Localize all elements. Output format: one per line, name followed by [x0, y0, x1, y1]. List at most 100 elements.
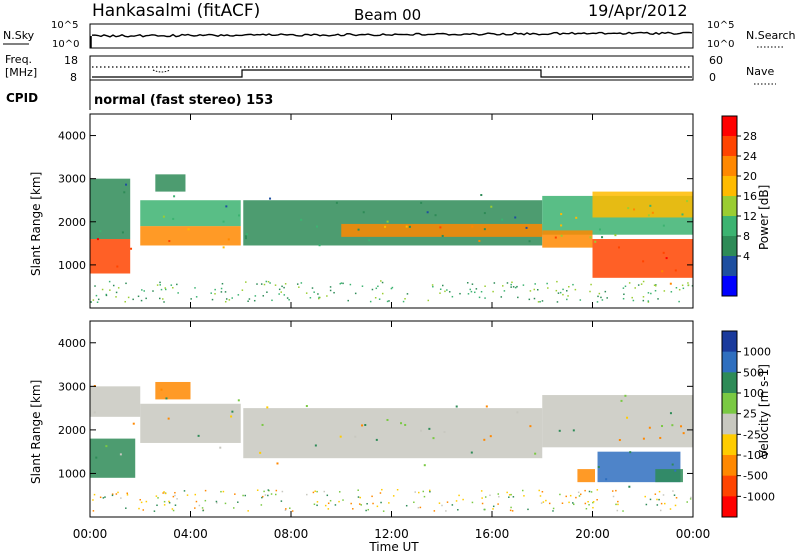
scatter-pixel	[305, 405, 308, 408]
noise-pixel	[441, 504, 443, 507]
scatter-pixel	[339, 435, 342, 438]
noise-pixel	[655, 284, 657, 286]
noise-pixel	[670, 291, 673, 293]
scatter-pixel	[318, 244, 321, 247]
scatter-pixel	[558, 429, 561, 432]
station-title: Hankasalmi (fitACF)	[92, 1, 260, 21]
power-region-6	[341, 223, 543, 237]
noise-pixel	[647, 300, 650, 302]
noise-pixel	[350, 502, 352, 505]
noise-pixel	[289, 507, 291, 509]
noise-pixel	[390, 287, 393, 290]
scatter-pixel	[259, 451, 262, 454]
noise-pixel	[327, 508, 330, 510]
noise-pixel	[96, 301, 99, 303]
noise-pixel	[367, 508, 370, 511]
noise-pixel	[481, 497, 483, 499]
noise-pixel	[371, 288, 374, 291]
noise-pixel	[574, 288, 577, 291]
noise-pixel	[439, 288, 442, 291]
noise-pixel	[451, 295, 454, 298]
x-tick-label: 08:00	[274, 527, 309, 541]
power-colorbar-swatch	[722, 136, 737, 157]
noise-pixel	[678, 288, 681, 291]
scatter-pixel	[357, 228, 360, 231]
scatter-pixel	[222, 246, 225, 249]
noise-pixel	[164, 287, 167, 289]
noise-pixel	[647, 301, 650, 303]
noise-pixel	[109, 289, 111, 291]
noise-pixel	[406, 293, 409, 295]
scatter-pixel	[489, 435, 492, 438]
scatter-pixel	[671, 463, 674, 466]
noise-pixel	[413, 501, 415, 504]
noise-pixel	[263, 490, 265, 493]
noise-pixel	[528, 298, 531, 301]
noise-pixel	[145, 500, 148, 503]
noise-pixel	[204, 489, 207, 492]
noise-pixel	[432, 285, 434, 288]
velocity-region-8	[655, 469, 683, 483]
noise-pixel	[261, 495, 264, 498]
noise-pixel	[596, 489, 599, 491]
cpid-label: CPID	[6, 91, 38, 105]
scatter-pixel	[238, 214, 241, 217]
noise-pixel	[501, 285, 504, 287]
scatter-pixel	[554, 236, 557, 239]
power-colorbar-swatch	[722, 196, 737, 217]
noise-pixel	[446, 501, 449, 503]
noise-pixel	[329, 289, 332, 292]
noise-pixel	[92, 299, 95, 301]
noise-pixel	[533, 288, 536, 291]
scatter-pixel	[227, 238, 230, 241]
scatter-pixel	[276, 462, 279, 465]
nave-top-tick: 60	[709, 54, 723, 67]
noise-pixel	[467, 293, 470, 295]
noise-pixel	[451, 504, 454, 506]
power-region-1	[90, 178, 131, 240]
power-colorbar-swatch	[722, 176, 737, 197]
freq-unit-label: [MHz]	[5, 66, 37, 79]
velocity-colorbar-tick-label: 500	[743, 366, 764, 379]
noise-pixel	[190, 298, 192, 300]
noise-pixel	[588, 490, 591, 493]
velocity-ylabel: Slant Range [km]	[29, 380, 43, 484]
velocity-ytick-label: 4000	[58, 337, 86, 350]
noise-pixel	[445, 510, 447, 512]
scatter-pixel	[471, 225, 474, 228]
noise-pixel	[480, 490, 483, 492]
noise-pixel	[579, 493, 582, 496]
noise-pixel	[429, 490, 431, 493]
velocity-colorbar-label: Velocity [m s-1]	[757, 364, 771, 458]
noise-pixel	[682, 287, 685, 290]
velocity-colorbar-swatch	[722, 455, 737, 477]
scatter-pixel	[404, 423, 407, 426]
power-ytick-label: 3000	[58, 173, 86, 186]
noise-pixel	[517, 296, 519, 299]
noise-pixel	[371, 495, 373, 498]
power-ytick-label: 2000	[58, 216, 86, 229]
velocity-region-4	[243, 408, 543, 459]
noise-pixel	[622, 510, 624, 512]
scatter-pixel	[618, 439, 621, 442]
noise-pixel	[592, 501, 595, 503]
noise-pixel	[176, 498, 178, 500]
scatter-pixel	[423, 464, 426, 467]
noise-pixel	[533, 297, 536, 300]
noise-pixel	[159, 284, 161, 286]
noise-pixel	[260, 504, 263, 506]
noise-pixel	[283, 294, 286, 296]
noise-pixel	[669, 508, 672, 510]
scatter-pixel	[315, 225, 318, 228]
noise-pixel	[492, 290, 494, 293]
noise-pixel	[537, 289, 539, 291]
noise-pixel	[541, 300, 544, 302]
scatter-pixel	[589, 236, 592, 239]
noise-pixel	[174, 504, 177, 506]
scatter-pixel	[121, 231, 124, 234]
noise-pixel	[338, 500, 340, 503]
scatter-pixel	[674, 269, 677, 272]
velocity-colorbar-tick-label: -100	[743, 449, 768, 462]
noise-sky-trace	[91, 31, 693, 38]
scatter-pixel	[420, 429, 423, 432]
